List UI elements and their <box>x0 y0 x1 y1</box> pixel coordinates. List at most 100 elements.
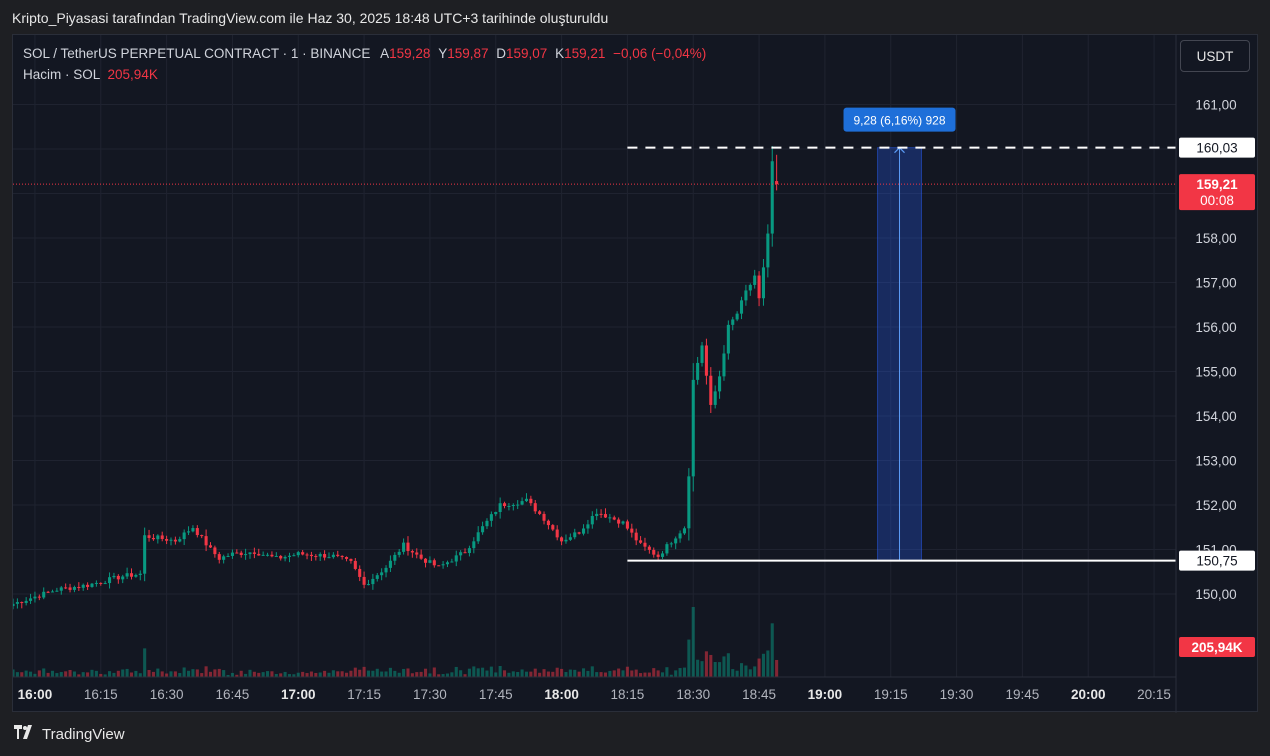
volume-bar <box>625 666 629 677</box>
volume-bar <box>397 672 401 677</box>
volume-bar <box>459 670 463 677</box>
volume-bar <box>722 656 726 677</box>
candle-body <box>296 552 300 556</box>
volume-bar <box>590 666 594 677</box>
volume-bar <box>463 674 467 677</box>
current-price-label: 159,21 <box>1196 177 1238 192</box>
chart-caption: Kripto_Piyasasi tarafından TradingView.c… <box>12 10 609 26</box>
candle-body <box>415 552 419 555</box>
volume-bar <box>524 671 529 677</box>
volume-bar <box>287 674 292 677</box>
volume-bar <box>709 654 713 677</box>
price-tick-label: 155,00 <box>1195 365 1236 380</box>
candle-body <box>160 535 164 539</box>
candle-body <box>581 528 586 534</box>
volume-bar <box>353 667 357 677</box>
time-tick-label: 20:15 <box>1137 687 1171 702</box>
time-tick-label: 18:15 <box>611 687 645 702</box>
volume-bar <box>423 668 428 677</box>
candle-body <box>173 539 177 542</box>
candle-body <box>116 575 120 580</box>
volume-bar <box>696 659 700 677</box>
candle-body <box>257 553 261 556</box>
candle-body <box>292 555 296 557</box>
tradingview-logo-icon <box>14 725 36 744</box>
candle-body <box>643 542 647 547</box>
candle-body <box>366 584 371 586</box>
volume-bar <box>538 672 542 677</box>
volume-bar <box>68 669 72 677</box>
candle-body <box>621 521 625 524</box>
low-label: D <box>496 46 507 61</box>
volume-bar <box>665 667 669 677</box>
volume-bar <box>191 669 195 677</box>
candle-body <box>42 591 46 598</box>
currency-button[interactable]: USDT <box>1180 40 1250 72</box>
low-value: 159,07 <box>506 46 548 61</box>
symbol-title[interactable]: SOL / TetherUS PERPETUAL CONTRACT · 1 · … <box>23 46 371 61</box>
candle-body <box>29 598 33 601</box>
price-chart[interactable]: 9,28 (6,16%) 928150,00151,00152,00153,00… <box>13 35 1259 713</box>
volume-bar <box>77 674 81 677</box>
candle-body <box>121 576 125 580</box>
volume-bar <box>494 672 498 677</box>
candle-body <box>524 498 529 502</box>
candle-body <box>687 476 691 529</box>
candle-body <box>586 524 590 529</box>
candle-body <box>555 529 559 538</box>
candle-body <box>696 362 700 380</box>
close-label: K <box>555 46 565 61</box>
candle-body <box>437 565 441 567</box>
time-tick-label: 17:45 <box>479 687 513 702</box>
volume-bar <box>318 672 322 677</box>
candle-body <box>283 556 287 559</box>
volume-bar <box>402 668 406 677</box>
volume-bar <box>713 661 717 677</box>
chart-panel[interactable]: 9,28 (6,16%) 928 150,00 151,00 152,00 153,00… <box>12 34 1259 713</box>
volume-price-label: 205,94K <box>1191 640 1242 655</box>
candle-body <box>652 549 656 555</box>
volume-bar <box>217 668 221 677</box>
candle-body <box>90 583 94 587</box>
volume-bar <box>384 671 388 677</box>
candle-body <box>204 536 208 546</box>
volume-label: Hacim · SOL <box>23 67 100 82</box>
time-tick-label: 16:15 <box>84 687 118 702</box>
candle-body <box>349 558 353 561</box>
candle-body <box>516 504 520 506</box>
symbol-legend[interactable]: SOL / TetherUS PERPETUAL CONTRACT · 1 · … <box>23 46 706 61</box>
candle-body <box>191 528 195 532</box>
candle-body <box>314 556 318 558</box>
volume-bar <box>309 671 313 677</box>
candle-body <box>103 583 107 585</box>
volume-bar <box>200 673 204 677</box>
candle-body <box>674 538 678 544</box>
volume-bar <box>617 668 621 677</box>
volume-bar <box>467 668 471 677</box>
volume-bar <box>472 666 476 677</box>
volume-bar <box>165 673 169 677</box>
time-tick-label: 19:30 <box>940 687 974 702</box>
volume-bar <box>235 674 239 677</box>
time-tick-label: 20:00 <box>1071 687 1106 702</box>
time-tick-label: 16:30 <box>150 687 184 702</box>
volume-bar <box>595 672 599 677</box>
volume-bar <box>726 653 730 677</box>
candle-body <box>761 267 766 299</box>
candle-body <box>560 537 564 542</box>
candle-body <box>485 520 489 527</box>
volume-bar <box>37 670 41 677</box>
price-tick-label: 150,00 <box>1195 587 1236 602</box>
volume-legend[interactable]: Hacim · SOL 205,94K <box>23 67 158 82</box>
candle-body <box>340 555 344 558</box>
candle-body <box>682 528 687 534</box>
tradingview-footer[interactable]: TradingView <box>14 725 125 744</box>
volume-bar <box>129 672 134 677</box>
volume-bar <box>581 668 586 677</box>
volume-bar <box>116 670 120 677</box>
volume-bar <box>656 670 660 677</box>
volume-bar <box>257 672 261 677</box>
candle-body <box>388 560 392 568</box>
volume-bar <box>143 648 147 677</box>
volume-bar <box>222 670 226 677</box>
